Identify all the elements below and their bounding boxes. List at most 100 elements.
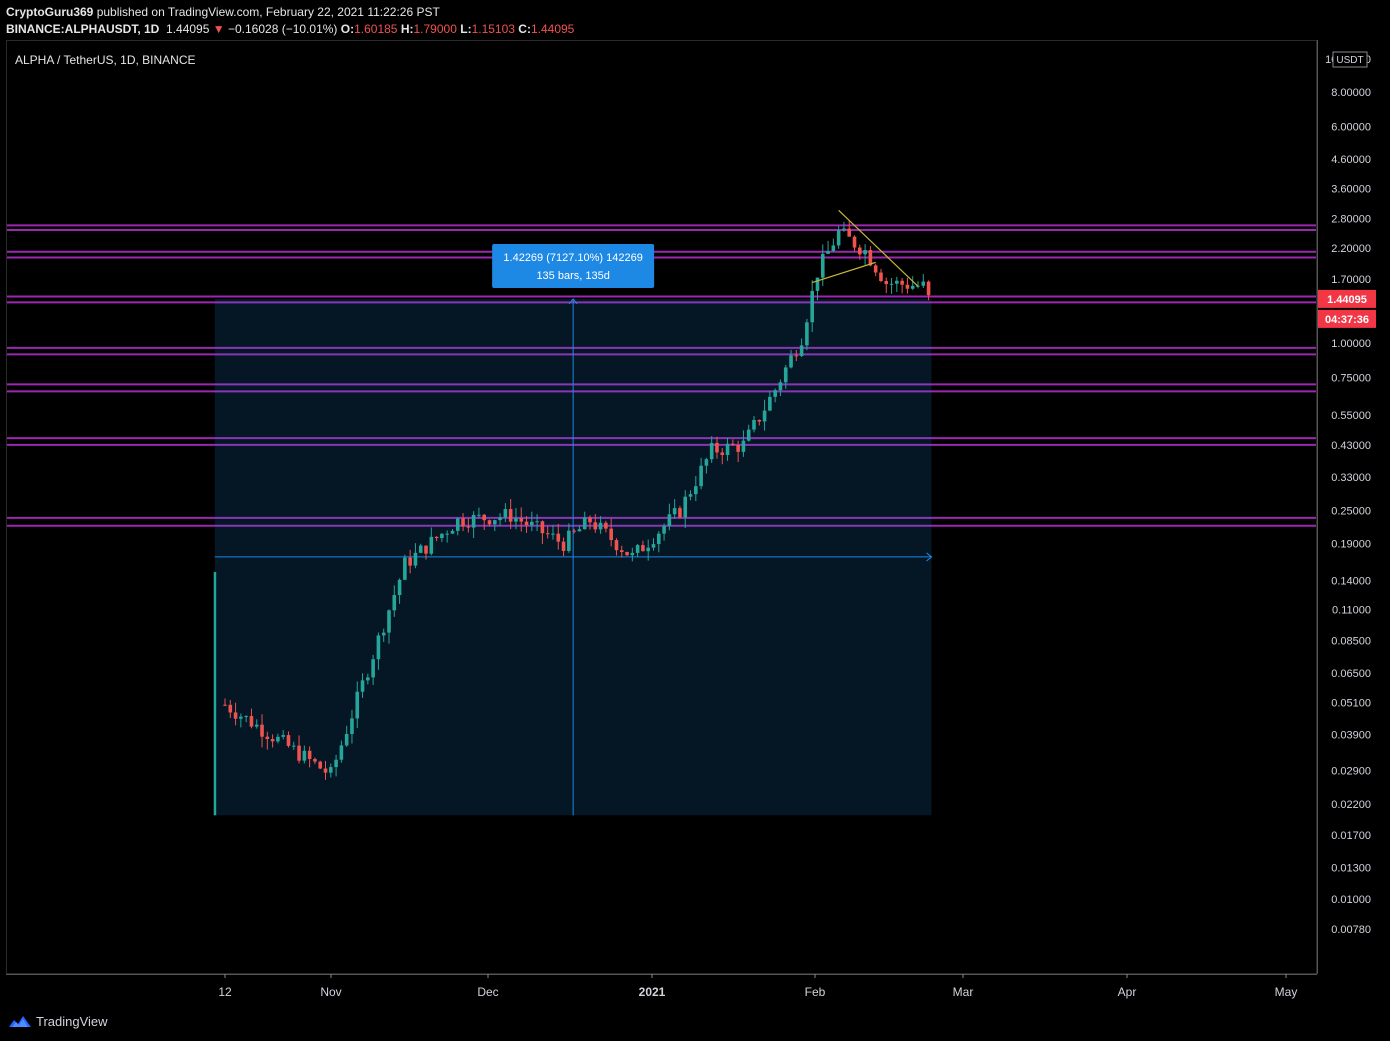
candle-body <box>265 736 270 740</box>
open-label: O: <box>340 22 355 36</box>
candle-body <box>725 443 730 456</box>
candle-body <box>667 514 672 527</box>
low-value: 1.15103 <box>471 22 515 36</box>
candle-body <box>297 745 301 761</box>
price-axis-label: 0.01700 <box>1331 830 1371 842</box>
price-unit-label: USDT <box>1336 55 1363 66</box>
candle-body <box>387 610 391 633</box>
candle-body <box>360 680 365 692</box>
candle-body <box>746 429 751 441</box>
price-axis-label: 0.75000 <box>1331 373 1371 385</box>
candle-body <box>794 355 799 357</box>
price-axis-label: 0.05100 <box>1331 697 1371 709</box>
candle-body <box>508 509 513 522</box>
candle-body <box>519 518 524 522</box>
candle-body <box>492 520 497 525</box>
candle-body <box>815 277 820 291</box>
candle-body <box>350 718 354 734</box>
trendline <box>838 209 919 287</box>
candle-body <box>926 281 931 296</box>
candle-body <box>434 536 439 539</box>
candle-body <box>418 545 423 553</box>
candle-body <box>916 285 920 287</box>
candle-body <box>260 724 264 737</box>
candle-body <box>709 442 714 460</box>
candle-body <box>445 533 449 535</box>
candle-body <box>213 572 217 816</box>
candle-body <box>731 443 735 445</box>
candle-body <box>704 459 709 466</box>
candle-body <box>397 579 402 596</box>
candle-body <box>799 345 804 356</box>
candle-body <box>752 419 756 430</box>
candle-body <box>699 465 703 487</box>
candle-body <box>503 509 508 518</box>
time-axis-labels: 12 Nov Dec 2021 Feb Mar Apr May <box>218 974 1297 999</box>
candle-body <box>318 761 323 769</box>
candle-body <box>556 533 561 542</box>
candle-body <box>910 285 915 289</box>
chart-pane[interactable] <box>6 40 1317 974</box>
price-axis[interactable] <box>1317 40 1390 974</box>
candle-body <box>895 280 899 284</box>
candle-body <box>466 526 471 528</box>
price-axis-label: 2.80000 <box>1331 214 1371 226</box>
candle-body <box>598 522 603 530</box>
measure-up-arrow-icon <box>568 298 578 305</box>
candle-body <box>355 691 360 719</box>
candle-body <box>286 735 291 746</box>
candle-body <box>863 250 867 255</box>
candle-body <box>836 230 841 246</box>
down-arrow-icon: ▼ <box>212 22 225 36</box>
last-price: 1.44095 <box>166 22 210 36</box>
candle-body <box>678 508 682 518</box>
candle-body <box>868 250 873 266</box>
candle-body <box>805 322 809 346</box>
measure-label-line2: 135 bars, 135d <box>536 270 609 282</box>
candle-body <box>768 396 772 411</box>
candle-body <box>921 281 926 286</box>
candle-body <box>239 716 243 719</box>
candle-body <box>371 659 375 678</box>
measure-right-arrow-icon <box>926 552 933 562</box>
candle-body <box>334 759 338 768</box>
symbol-label[interactable]: BINANCE:ALPHAUSDT, 1D <box>6 22 160 36</box>
candle-body <box>852 236 857 248</box>
candle-body <box>392 595 397 611</box>
candle-body <box>736 444 740 452</box>
candle-body <box>741 440 746 452</box>
time-axis-label: 12 <box>218 985 232 999</box>
price-axis-label: 6.00000 <box>1331 122 1371 134</box>
current-price-tag <box>1318 289 1376 308</box>
candle-body <box>223 704 227 706</box>
candle-body <box>762 410 767 422</box>
candle-body <box>688 494 693 497</box>
candle-body <box>873 265 878 273</box>
high-label: H: <box>400 22 414 36</box>
time-axis[interactable] <box>6 974 1317 1002</box>
candle-body <box>339 745 344 760</box>
candle-body <box>487 520 492 525</box>
tradingview-footer[interactable]: TradingView <box>8 1013 108 1029</box>
candle-body <box>381 632 386 636</box>
published-text: published on TradingView.com, February 2… <box>96 5 440 19</box>
candle-body <box>471 514 476 528</box>
candle-body <box>530 521 534 526</box>
measure-label-line1: 1.42269 (7127.10%) 142269 <box>503 252 642 264</box>
tradingview-logo-icon <box>9 1016 31 1027</box>
candle-body <box>567 530 571 551</box>
price-axis-label: 2.20000 <box>1331 243 1371 255</box>
candle-body <box>651 544 656 548</box>
candle-body <box>366 677 370 681</box>
candle-body <box>831 245 836 252</box>
price-axis-label: 0.43000 <box>1331 440 1371 452</box>
time-axis-label: Nov <box>320 985 341 999</box>
candle-body <box>900 280 904 285</box>
candle-body <box>672 508 677 515</box>
author-name[interactable]: CryptoGuru369 <box>6 5 94 19</box>
price-axis-label: 0.55000 <box>1331 410 1371 422</box>
candle-body <box>905 284 910 289</box>
candle-body <box>630 552 635 556</box>
countdown-tag <box>1318 309 1376 328</box>
